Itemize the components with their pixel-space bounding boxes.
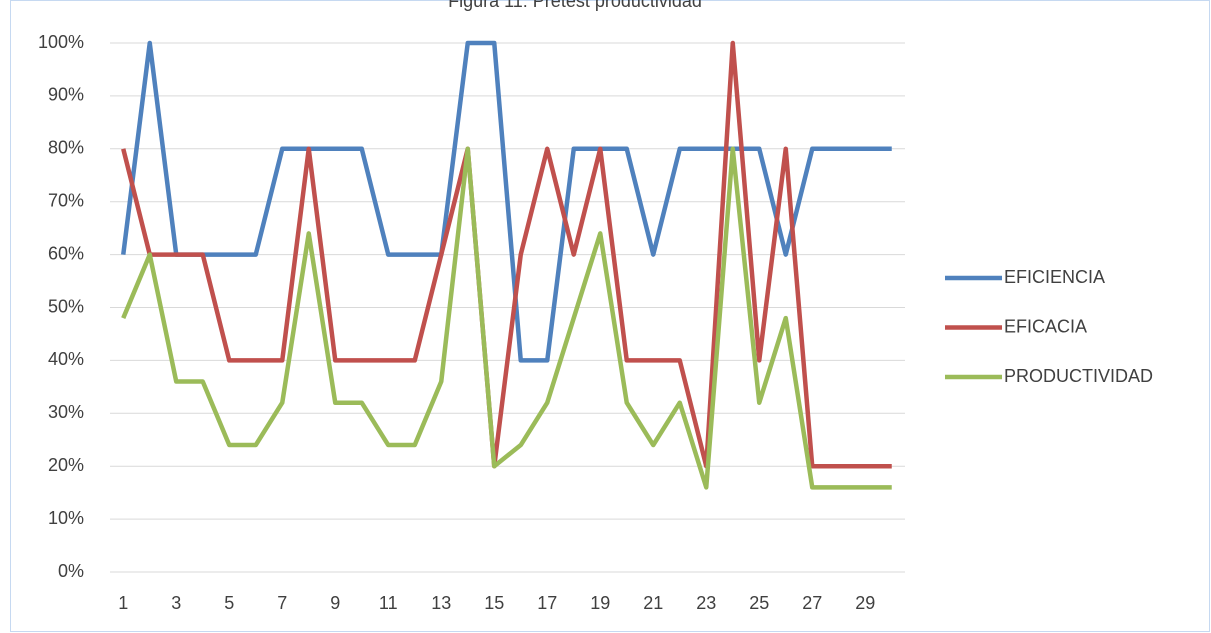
x-tick-label: 23: [696, 593, 716, 613]
series-line: [121, 40, 892, 469]
x-tick-label: 11: [379, 593, 398, 613]
chart-title: Figura 11: Pretest productividad: [448, 0, 702, 11]
x-tick-label: 19: [590, 593, 610, 613]
y-tick-label: 30%: [48, 402, 84, 422]
x-tick-label: 3: [171, 593, 181, 613]
y-tick-label: 10%: [48, 508, 84, 528]
legend-label: EFICIENCIA: [1004, 267, 1105, 287]
x-tick-label: 27: [802, 593, 822, 613]
x-tick-label: 13: [431, 593, 451, 613]
x-tick-label: 21: [643, 593, 663, 613]
x-tick-label: 9: [330, 593, 340, 613]
legend-label: PRODUCTIVIDAD: [1004, 366, 1153, 386]
y-tick-label: 100%: [38, 32, 84, 52]
y-tick-label: 80%: [48, 138, 84, 158]
x-tick-label: 7: [277, 593, 287, 613]
y-tick-label: 90%: [48, 85, 84, 105]
y-tick-label: 60%: [48, 243, 84, 263]
x-tick-label: 1: [118, 593, 128, 613]
y-tick-label: 50%: [48, 296, 84, 316]
y-tick-label: 20%: [48, 455, 84, 475]
y-tick-label: 70%: [48, 190, 84, 210]
series-line: [121, 40, 892, 363]
y-tick-label: 0%: [58, 561, 84, 581]
x-tick-label: 5: [224, 593, 234, 613]
x-tick-label: 25: [749, 593, 769, 613]
legend-label: EFICACIA: [1004, 316, 1087, 336]
y-tick-label: 40%: [48, 349, 84, 369]
series-line: [121, 146, 892, 490]
x-tick-label: 15: [484, 593, 504, 613]
x-tick-label: 29: [855, 593, 875, 613]
x-tick-label: 17: [537, 593, 557, 613]
chart-frame: [10, 0, 1210, 632]
